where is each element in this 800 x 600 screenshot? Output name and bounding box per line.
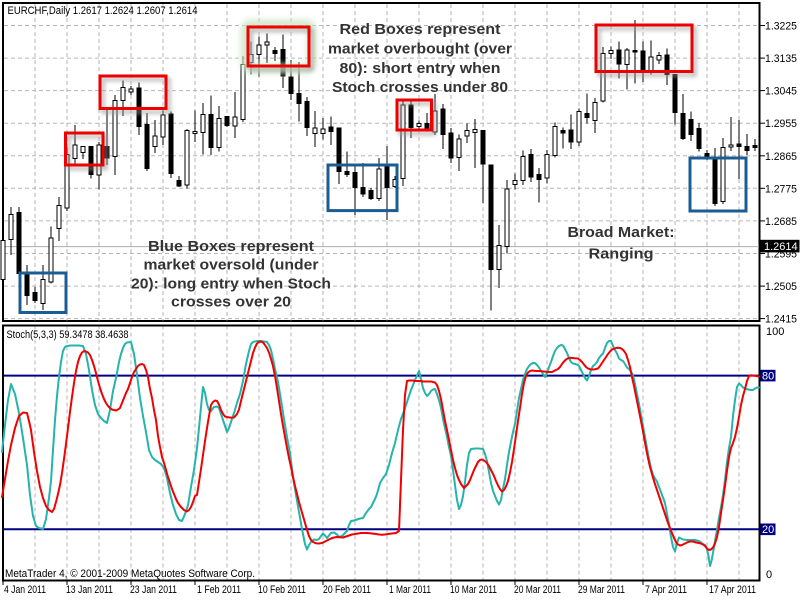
svg-text:Stoch(5,3,3) 59.3478 38.4638: Stoch(5,3,3) 59.3478 38.4638: [7, 329, 129, 341]
svg-text:EURCHF,Daily 1.2617 1.2624 1.: EURCHF,Daily 1.2617 1.2624 1.2607 1.2614: [8, 5, 198, 17]
svg-text:17 Apr 2011: 17 Apr 2011: [709, 584, 756, 596]
svg-text:Red Boxes represent: Red Boxes represent: [340, 21, 501, 38]
svg-text:100: 100: [766, 326, 784, 338]
svg-text:1.2505: 1.2505: [765, 281, 797, 293]
svg-text:crosses over 20: crosses over 20: [171, 293, 291, 310]
svg-text:Stoch crosses under 80: Stoch crosses under 80: [332, 79, 508, 96]
svg-text:Ranging: Ranging: [589, 246, 654, 263]
svg-text:1.2955: 1.2955: [765, 118, 797, 130]
svg-text:10 Feb 2011: 10 Feb 2011: [258, 584, 306, 596]
svg-text:1.2775: 1.2775: [765, 183, 797, 195]
svg-text:1.2415: 1.2415: [765, 314, 797, 326]
svg-text:20 Feb 2011: 20 Feb 2011: [323, 584, 371, 596]
svg-text:1.3045: 1.3045: [765, 86, 797, 98]
svg-text:4 Jan 2011: 4 Jan 2011: [4, 584, 46, 596]
svg-text:1.3135: 1.3135: [765, 53, 797, 65]
svg-text:80): short entry when: 80): short entry when: [340, 60, 501, 77]
svg-text:market overbought (over: market overbought (over: [328, 41, 512, 58]
svg-text:10 Mar 2011: 10 Mar 2011: [450, 584, 497, 596]
svg-text:Broad Market:: Broad Market:: [568, 224, 675, 241]
svg-text:1.2865: 1.2865: [765, 151, 797, 163]
svg-text:1 Feb 2011: 1 Feb 2011: [197, 584, 241, 596]
svg-text:20): long entry when Stoch: 20): long entry when Stoch: [131, 275, 331, 292]
svg-text:1.2614: 1.2614: [764, 241, 798, 253]
svg-text:1.2685: 1.2685: [765, 216, 797, 228]
svg-text:29 Mar 2011: 29 Mar 2011: [578, 584, 625, 596]
svg-text:20 Mar 2011: 20 Mar 2011: [514, 584, 561, 596]
svg-text:MetaTrader 4, © 2001-2009 Meta: MetaTrader 4, © 2001-2009 MetaQuotes Sof…: [5, 568, 255, 580]
svg-text:20: 20: [762, 524, 774, 536]
svg-text:Blue Boxes represent: Blue Boxes represent: [148, 238, 314, 255]
svg-text:13 Jan 2011: 13 Jan 2011: [66, 584, 113, 596]
svg-text:80: 80: [762, 370, 774, 382]
svg-text:1 Mar 2011: 1 Mar 2011: [389, 584, 431, 596]
svg-text:0: 0: [766, 569, 772, 581]
svg-text:market oversold (under: market oversold (under: [144, 257, 319, 274]
svg-text:1.3225: 1.3225: [765, 21, 797, 33]
svg-text:23 Jan 2011: 23 Jan 2011: [130, 584, 177, 596]
svg-text:7 Apr 2011: 7 Apr 2011: [645, 584, 687, 596]
